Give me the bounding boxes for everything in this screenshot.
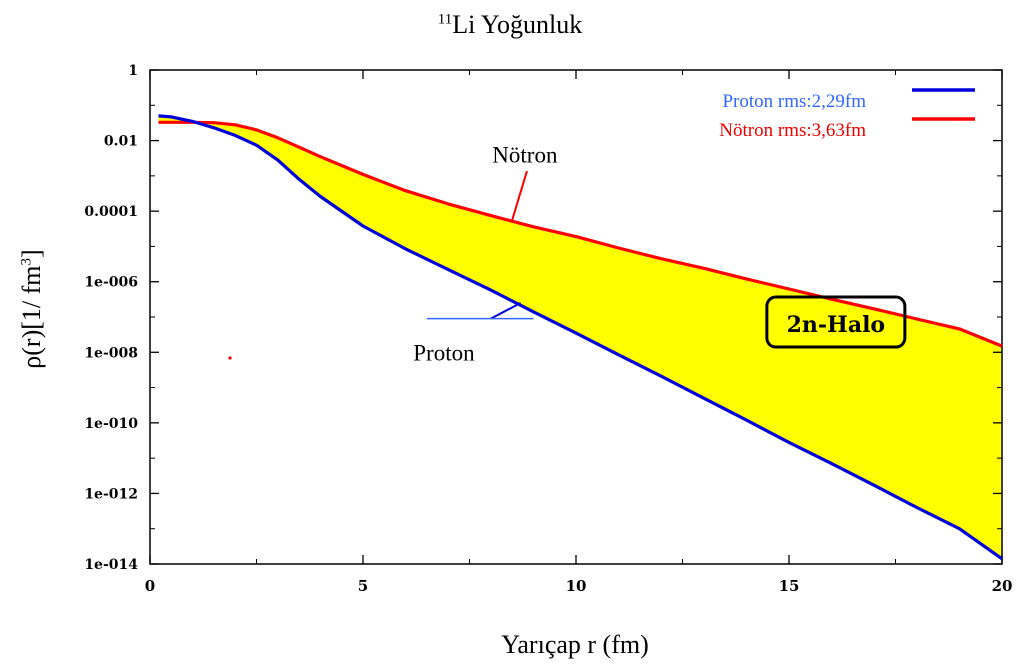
y-axis-label: ρ(r)[1/ fm3]: [17, 159, 47, 459]
y-axis-label-exponent: 3: [18, 257, 35, 266]
series-line-proton: [158, 114, 1003, 561]
x-tick-label: 0: [145, 577, 155, 595]
y-tick-label: 0.01: [104, 134, 138, 150]
proton-pointer: [490, 302, 522, 320]
y-tick-label: 0.0001: [84, 204, 138, 220]
chart-title: 11Li Yoğunluk: [0, 10, 1020, 40]
halo-fill-region: [158, 115, 1002, 559]
x-tick-label: 5: [358, 577, 368, 595]
series-line-notron: [158, 120, 1003, 348]
y-tick-label: 1: [128, 63, 138, 79]
notron-pointer: [511, 163, 531, 221]
x-tick-label: 20: [992, 577, 1013, 595]
y-axis-label-end: ]: [17, 249, 46, 258]
legend-proton-label: Proton rms:2,29fm: [722, 91, 866, 112]
y-axis-label-main: ρ(r)[1/ fm: [17, 265, 46, 369]
x-tick-label: 10: [566, 577, 587, 595]
halo-annotation: 2n-Halo: [787, 312, 886, 338]
notron-annotation: Nötron: [492, 143, 558, 168]
x-tick-label: 15: [779, 577, 800, 595]
proton-label-bg: [380, 331, 531, 390]
notron-label-bg: [452, 113, 613, 172]
halo-label-box: [765, 295, 907, 349]
y-tick-label: 1e-012: [84, 486, 138, 502]
proton-annotation: Proton: [413, 340, 475, 365]
x-axis-label: Yarıçap r (fm): [501, 630, 649, 659]
y-tick-label: 1e-008: [84, 345, 138, 361]
y-tick-label: 1e-006: [84, 275, 138, 291]
stray-mark: [228, 356, 232, 360]
y-tick-label: 1e-014: [84, 557, 138, 573]
title-text: Li Yoğunluk: [452, 10, 583, 39]
legend-notron-label: Nötron rms:3,63fm: [719, 120, 866, 141]
title-superscript: 11: [437, 11, 453, 28]
y-tick-label: 1e-010: [84, 416, 138, 432]
